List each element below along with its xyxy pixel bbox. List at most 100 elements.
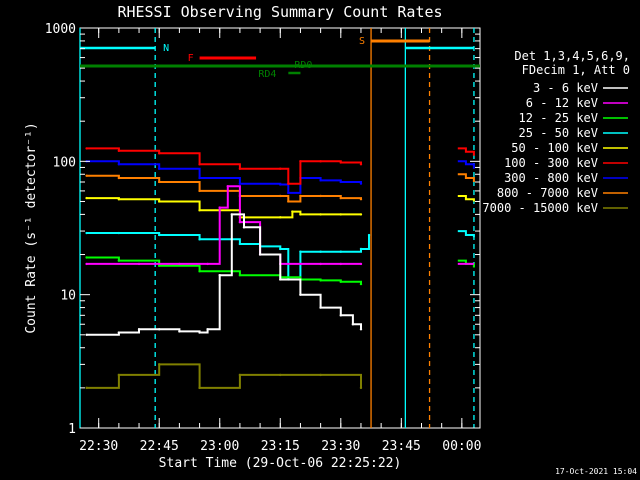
series-tail-800-7000-kev <box>457 173 475 182</box>
series-point-6-12-kev-5 <box>226 185 230 188</box>
series-point-25-50-kev-2 <box>158 233 161 237</box>
series-point-800-7000-kev-6 <box>287 200 290 203</box>
series-point-6-12-kev-10 <box>319 262 322 266</box>
series-point-300-800-kev-8 <box>319 179 322 182</box>
legend-label-6-12-kev: 6 - 12 keV <box>526 96 598 110</box>
series-point-100-300-kev-10 <box>359 163 363 166</box>
series-point-100-300-kev-4 <box>238 167 242 170</box>
series-point-800-7000-kev-1 <box>117 176 121 180</box>
series-point-25-50-kev-9 <box>319 250 322 253</box>
series-point-800-7000-kev-8 <box>319 194 322 198</box>
series-point-25-50-kev-4 <box>238 242 242 246</box>
mode-markers: N S F RD0 RD4 <box>80 36 480 80</box>
series-point-3-6-kev-6 <box>206 328 209 331</box>
series-point-12-25-kev-2 <box>158 264 161 267</box>
series-point-100-300-kev-2 <box>158 152 161 155</box>
series-point-12-25-kev-0 <box>85 256 88 259</box>
x-tick-label-4: 23:30 <box>321 439 360 454</box>
series-point-7000-15000-kev-3 <box>198 386 201 390</box>
legend-header-1: FDecim 1, Att 0 <box>522 63 630 77</box>
y-tick-label-0: 1 <box>68 422 76 437</box>
marker-label-f: F <box>188 53 194 64</box>
series-line-6-12-kev <box>86 185 361 265</box>
series-point-25-50-kev-0 <box>85 231 88 235</box>
series-point-800-7000-kev-0 <box>85 174 88 177</box>
series-point-25-50-kev-6 <box>279 247 282 251</box>
x-tick-label-0: 22:30 <box>79 439 118 454</box>
series-point-100-300-kev-3 <box>198 163 201 166</box>
y-tick-label-3: 1000 <box>45 22 76 37</box>
series-point-3-6-kev-0 <box>85 333 88 337</box>
series-point-300-800-kev-3 <box>198 176 201 180</box>
series-point-100-300-kev-9 <box>339 161 342 164</box>
series-tail-50-100-kev <box>457 195 475 202</box>
series-point-800-7000-kev-2 <box>158 180 161 184</box>
series-point-50-100-kev-0 <box>85 196 88 200</box>
series-point-3-6-kev-16 <box>359 328 363 331</box>
series-point-3-6-kev-13 <box>319 306 322 309</box>
series-point-7000-15000-kev-1 <box>117 373 121 377</box>
series-point-3-6-kev-15 <box>351 323 355 326</box>
series-point-25-50-kev-8 <box>299 250 302 253</box>
x-axis-label: Start Time (29-Oct-06 22:25:22) <box>159 456 402 471</box>
series-point-3-6-kev-5 <box>198 331 201 334</box>
series-point-300-800-kev-5 <box>279 183 282 186</box>
series-line-25-50-kev <box>86 232 370 281</box>
marker-label-rd0: RD0 <box>294 60 312 71</box>
series-point-100-300-kev-8 <box>319 160 322 163</box>
series-point-25-50-kev-10 <box>339 250 342 253</box>
series-point-800-7000-kev-7 <box>299 194 302 198</box>
chart-vertical-lines <box>79 28 475 428</box>
series-point-6-12-kev-3 <box>206 262 209 266</box>
marker-label-n: N <box>163 43 169 54</box>
series-point-800-7000-kev-3 <box>198 189 201 193</box>
series-point-3-6-kev-3 <box>158 328 161 331</box>
x-tick-label-1: 22:45 <box>140 439 179 454</box>
footer-date: 17-Oct-2021 15:04 <box>555 467 637 476</box>
chart-title: RHESSI Observing Summary Count Rates <box>117 3 442 21</box>
series-point-25-50-kev-3 <box>198 238 201 241</box>
series-point-25-50-kev-1 <box>117 231 121 235</box>
series-point-3-6-kev-2 <box>137 328 141 331</box>
series-point-6-12-kev-9 <box>299 262 302 266</box>
series-point-7000-15000-kev-6 <box>319 373 322 377</box>
y-tick-label-2: 100 <box>53 155 76 170</box>
series-point-7000-15000-kev-0 <box>85 386 88 390</box>
series-point-12-25-kev-8 <box>339 280 342 283</box>
x-axis-ticks: 22:30 22:45 23:00 23:15 23:30 23:45 00:00 <box>79 28 481 454</box>
series-point-800-7000-kev-10 <box>359 197 363 201</box>
series-point-6-12-kev-2 <box>178 262 181 266</box>
series-lines <box>85 147 475 390</box>
series-point-3-6-kev-12 <box>299 293 302 296</box>
series-point-50-100-kev-2 <box>158 200 161 203</box>
x-tick-label-6: 00:00 <box>442 439 481 454</box>
series-point-50-100-kev-7 <box>299 213 302 216</box>
series-point-100-300-kev-6 <box>287 182 290 185</box>
series-tail-25-50-kev <box>457 230 475 238</box>
series-point-6-12-kev-4 <box>218 206 221 209</box>
legend-label-3-6-kev: 3 - 6 keV <box>533 81 598 95</box>
series-point-300-800-kev-1 <box>117 163 121 166</box>
series-point-100-300-kev-5 <box>279 167 282 170</box>
series-point-100-300-kev-1 <box>117 149 121 152</box>
series-tail-100-300-kev <box>457 147 475 156</box>
series-point-12-25-kev-7 <box>319 279 322 282</box>
marker-label-s: S <box>359 36 365 47</box>
series-point-50-100-kev-8 <box>319 213 322 216</box>
series-point-25-50-kev-12 <box>367 233 371 237</box>
series-point-12-25-kev-9 <box>359 282 363 286</box>
series-tail-300-800-kev <box>457 160 475 169</box>
series-point-12-25-kev-3 <box>198 269 201 273</box>
series-point-6-12-kev-0 <box>85 262 88 266</box>
series-point-300-800-kev-6 <box>287 191 290 195</box>
series-point-3-6-kev-9 <box>242 226 246 229</box>
series-point-3-6-kev-8 <box>230 213 234 216</box>
series-point-25-50-kev-11 <box>359 247 363 251</box>
series-point-300-800-kev-4 <box>238 182 242 185</box>
legend-label-12-25-kev: 12 - 25 keV <box>519 111 598 125</box>
series-point-6-12-kev-11 <box>339 262 342 266</box>
series-point-50-100-kev-9 <box>339 213 342 216</box>
series-point-6-12-kev-1 <box>137 262 141 266</box>
series-point-3-6-kev-4 <box>178 330 181 333</box>
